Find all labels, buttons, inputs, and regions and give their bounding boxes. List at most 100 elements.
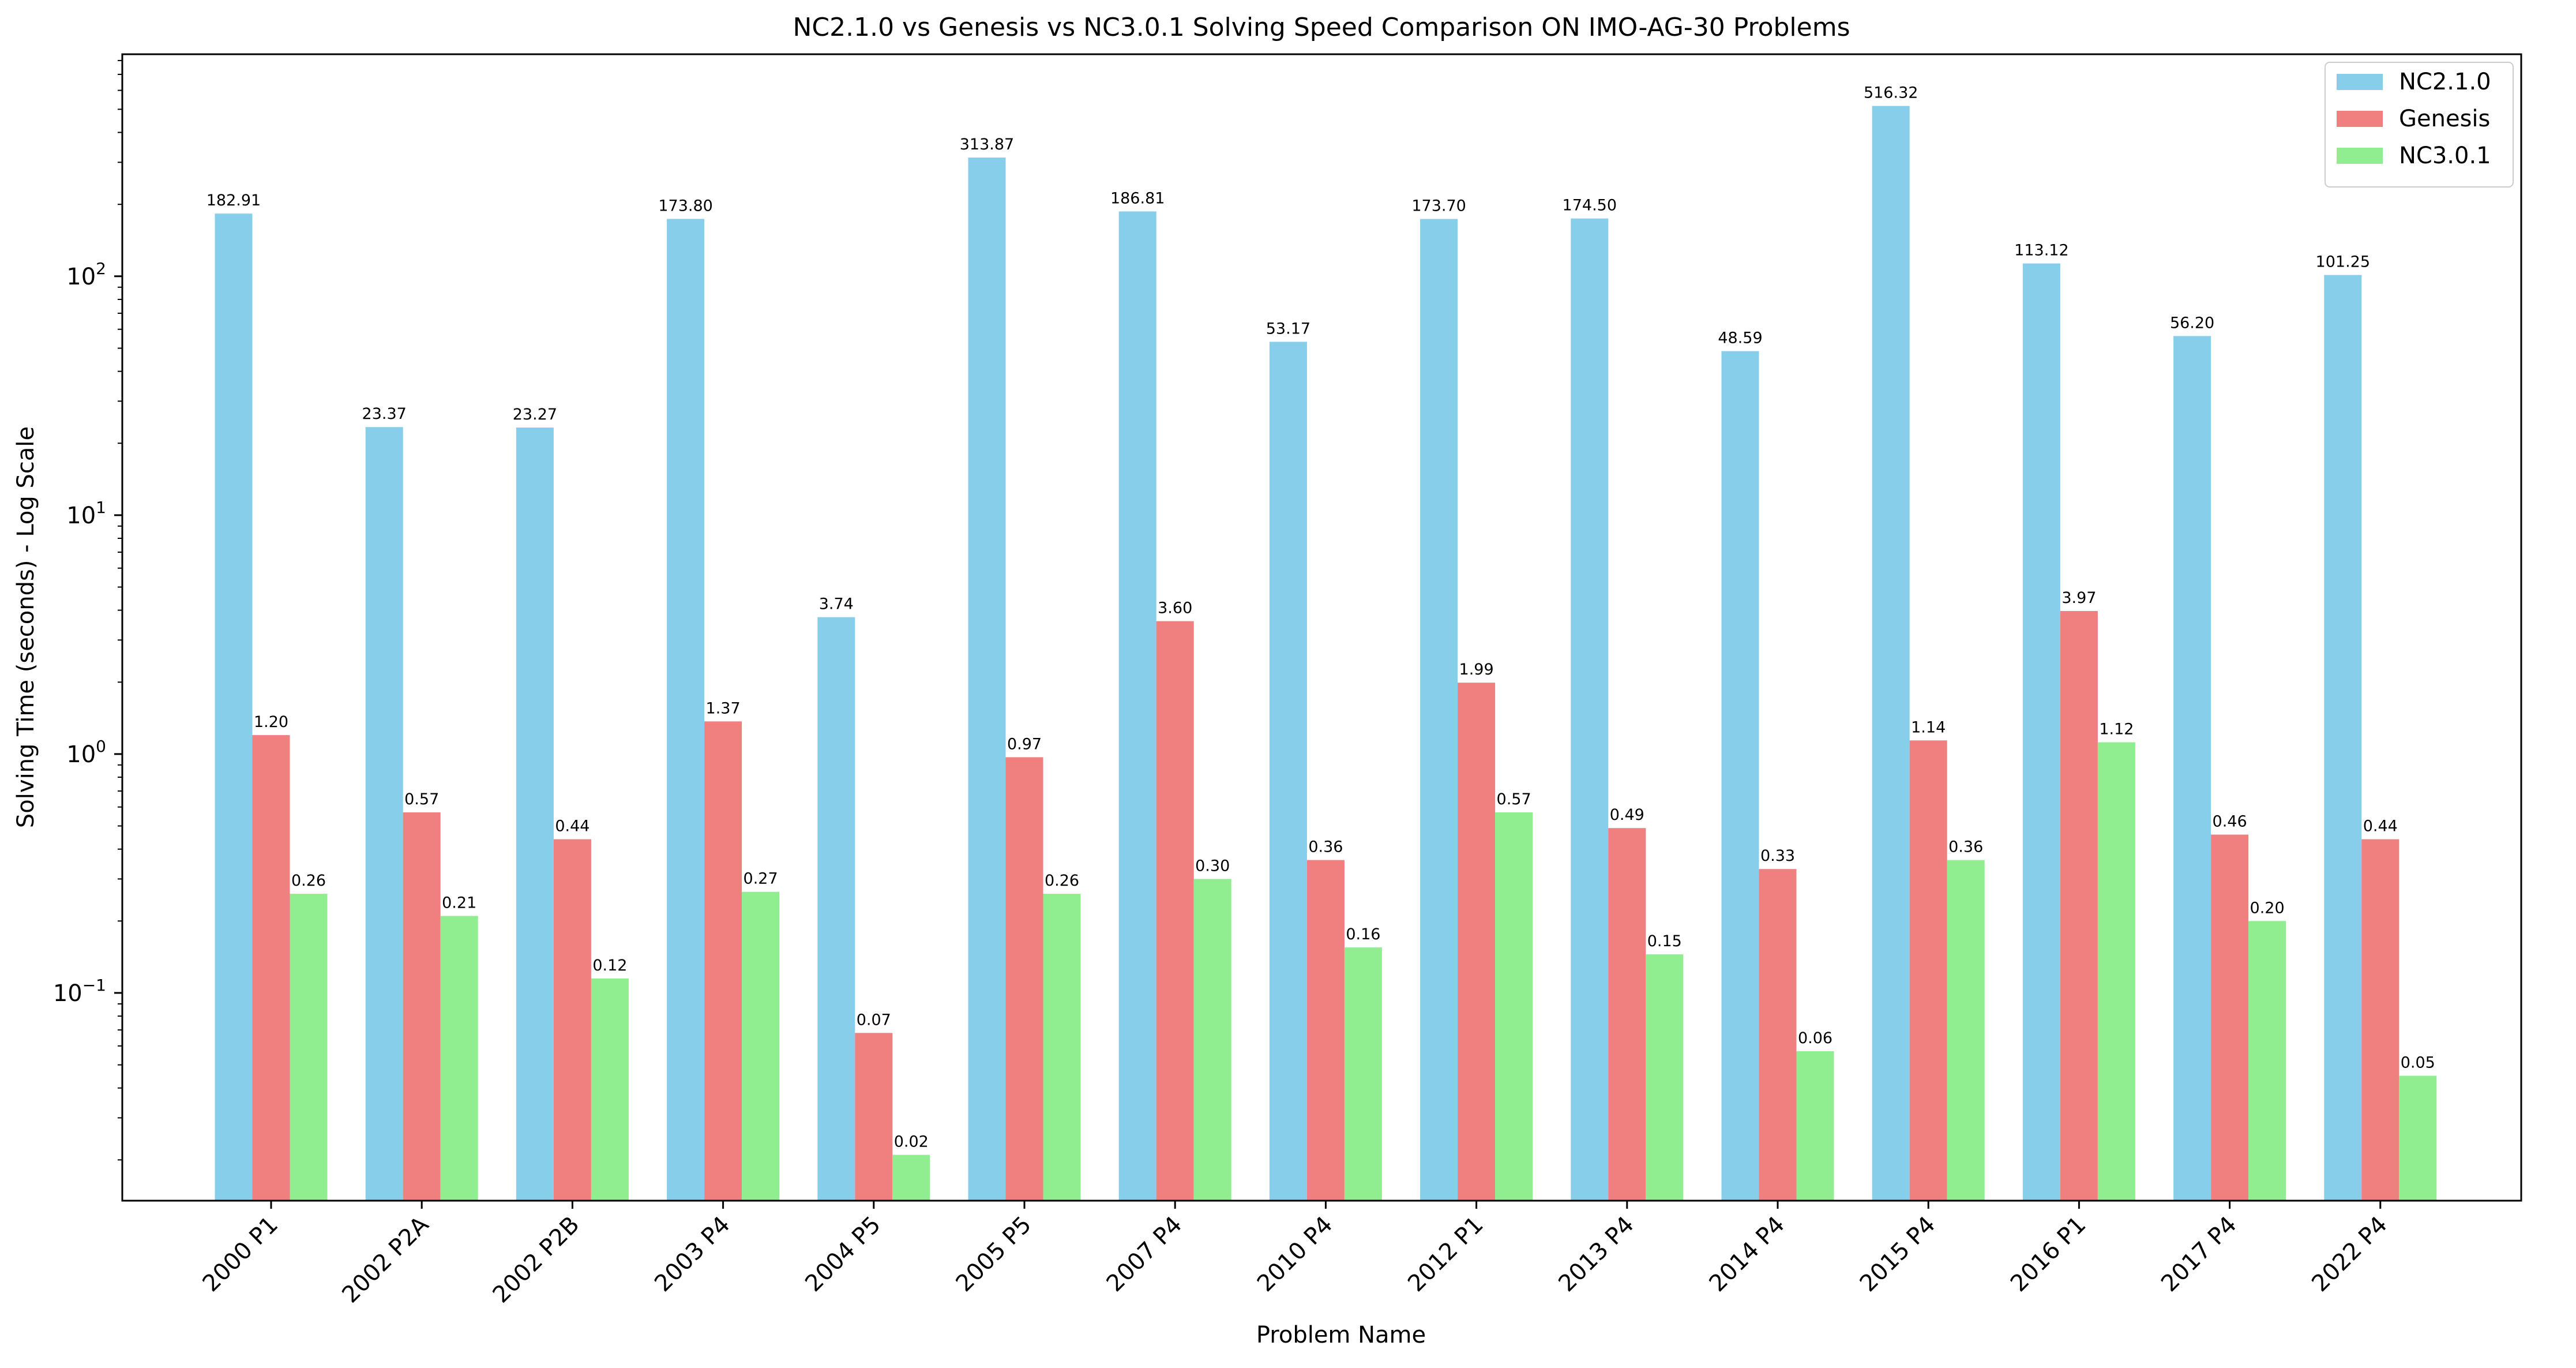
x-axis-label: Problem Name	[1256, 1322, 1426, 1348]
bar-value-label: 1.12	[2099, 721, 2134, 739]
plot-frame	[121, 53, 2522, 1202]
x-ticks-layer: 2000 P1 2002 P2A 2002 P2B 2003 P4 2004 P5 200…	[198, 1201, 2393, 1309]
bar-value-label: 3.60	[1158, 599, 1192, 617]
y-ticks-layer: 10−1 100 101 102	[53, 59, 122, 1161]
bar-nc3-0-1-6	[1193, 879, 1231, 1201]
bar-value-label: 0.07	[857, 1011, 891, 1029]
bar-value-label: 23.27	[513, 406, 557, 423]
bar-genesis-9	[1608, 828, 1646, 1201]
bar-value-label: 1.37	[706, 699, 741, 717]
bar-nc3-0-1-0	[290, 894, 328, 1201]
y-tick-label: 102	[66, 259, 106, 290]
bar-nc3-0-1-7	[1344, 947, 1382, 1201]
bar-value-label: 0.57	[1497, 790, 1531, 808]
y-axis-label: Solving Time (seconds) - Log Scale	[13, 426, 39, 828]
bars-layer	[215, 106, 2437, 1201]
bar-genesis-13	[2211, 834, 2249, 1201]
x-tick-label: 2014 P4	[1704, 1212, 1790, 1298]
y-tick-label: 100	[66, 737, 106, 768]
x-tick-label: 2016 P1	[2006, 1212, 2091, 1298]
chart-title: NC2.1.0 vs Genesis vs NC3.0.1 Solving Sp…	[793, 13, 1850, 42]
x-tick-label: 2000 P1	[198, 1212, 284, 1298]
bar-value-label: 0.16	[1346, 925, 1380, 943]
bar-nc2-1-0-10	[1721, 351, 1759, 1201]
bar-value-label: 0.36	[1308, 838, 1343, 856]
bar-value-label: 113.12	[2014, 242, 2068, 260]
bar-nc2-1-0-0	[215, 213, 253, 1201]
bar-value-label: 186.81	[1110, 189, 1165, 207]
bar-value-label: 173.80	[658, 197, 712, 215]
x-tick-label: 2002 P2A	[337, 1211, 434, 1308]
legend-label: NC2.1.0	[2399, 69, 2491, 95]
x-tick-label: 2004 P5	[800, 1212, 886, 1298]
bar-value-label: 0.44	[2363, 818, 2398, 835]
bar-nc2-1-0-6	[1118, 211, 1156, 1201]
bar-value-label: 0.02	[894, 1133, 929, 1151]
bar-nc2-1-0-11	[1872, 106, 1910, 1201]
axes-layer	[121, 53, 2522, 1202]
bar-nc2-1-0-13	[2173, 336, 2211, 1201]
bar-nc3-0-1-12	[2097, 742, 2135, 1201]
bar-nc2-1-0-7	[1269, 342, 1307, 1201]
bar-nc2-1-0-1	[365, 427, 403, 1201]
bar-value-label: 0.30	[1195, 857, 1230, 875]
bar-nc2-1-0-2	[516, 428, 554, 1201]
bar-nc3-0-1-5	[1043, 894, 1081, 1201]
value-labels-layer: 182.91 23.37 23.27 173.80 3.74 313.87 186.81 53…	[206, 84, 2435, 1151]
bar-nc3-0-1-11	[1947, 860, 1985, 1201]
bar-value-label: 3.97	[2061, 589, 2096, 607]
bar-genesis-10	[1759, 869, 1797, 1201]
x-tick-label: 2005 P5	[951, 1212, 1037, 1298]
bar-nc2-1-0-12	[2022, 263, 2060, 1201]
bar-value-label: 0.27	[743, 870, 778, 888]
bar-genesis-1	[403, 812, 441, 1201]
x-tick-label: 2003 P4	[649, 1212, 735, 1298]
bar-value-label: 0.46	[2213, 813, 2247, 831]
x-tick-label: 2010 P4	[1252, 1212, 1338, 1298]
bar-value-label: 0.20	[2250, 899, 2285, 917]
legend-swatch	[2337, 111, 2383, 127]
bar-value-label: 0.12	[592, 957, 627, 975]
bar-genesis-4	[855, 1033, 893, 1201]
bar-value-label: 0.36	[1948, 838, 1983, 856]
bar-nc3-0-1-2	[591, 978, 629, 1201]
bar-value-label: 0.57	[404, 790, 439, 808]
x-tick-label: 2022 P4	[2307, 1212, 2393, 1298]
bar-value-label: 0.15	[1647, 932, 1682, 950]
bar-value-label: 1.14	[1911, 718, 1946, 736]
legend: NC2.1.0 Genesis NC3.0.1	[2325, 62, 2514, 188]
x-tick-label: 2012 P1	[1403, 1212, 1489, 1298]
y-tick-label: 101	[66, 498, 106, 529]
bar-value-label: 516.32	[1864, 84, 1918, 102]
bar-value-label: 174.50	[1563, 197, 1617, 215]
bar-nc3-0-1-14	[2399, 1075, 2437, 1201]
bar-value-label: 101.25	[2316, 253, 2370, 271]
bar-value-label: 1.20	[254, 713, 288, 731]
bar-value-label: 0.49	[1610, 806, 1644, 824]
bar-nc2-1-0-5	[968, 158, 1006, 1201]
bar-genesis-7	[1306, 860, 1345, 1201]
bar-genesis-3	[704, 721, 742, 1201]
bar-nc2-1-0-14	[2324, 275, 2362, 1201]
bar-value-label: 23.37	[362, 405, 407, 423]
x-tick-label: 2017 P4	[2156, 1212, 2242, 1298]
bar-nc2-1-0-9	[1571, 218, 1609, 1201]
bar-value-label: 0.06	[1798, 1029, 1833, 1047]
bar-genesis-12	[2060, 611, 2098, 1201]
legend-label: Genesis	[2399, 106, 2490, 132]
bar-nc3-0-1-10	[1796, 1051, 1834, 1201]
bar-value-label: 1.99	[1459, 661, 1494, 679]
bar-value-label: 0.33	[1760, 847, 1795, 865]
bar-genesis-8	[1458, 683, 1496, 1201]
bar-genesis-5	[1005, 757, 1043, 1201]
bar-nc3-0-1-13	[2248, 921, 2286, 1201]
bar-nc2-1-0-3	[667, 219, 705, 1201]
bar-value-label: 0.26	[291, 872, 326, 890]
legend-label: NC3.0.1	[2399, 143, 2491, 169]
legend-swatch	[2337, 74, 2383, 90]
bar-value-label: 56.20	[2170, 314, 2214, 332]
x-tick-label: 2013 P4	[1553, 1212, 1639, 1298]
bar-nc3-0-1-1	[440, 916, 478, 1201]
